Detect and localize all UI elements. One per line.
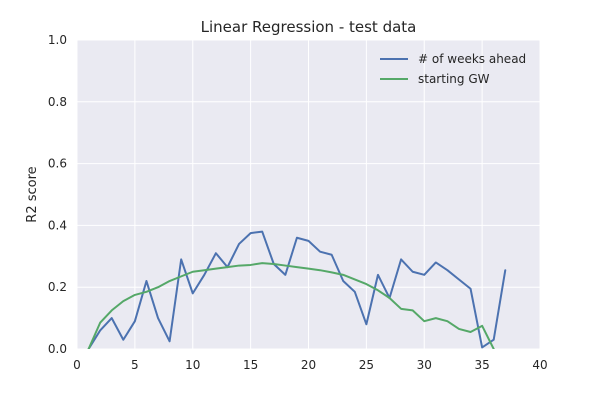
legend-label-1: # of weeks ahead: [418, 52, 526, 66]
series-layer: [87, 230, 507, 349]
x-tick-label: 15: [243, 358, 258, 372]
y-tick-label: 0.2: [48, 280, 67, 294]
y-axis-label: R2 score: [25, 166, 40, 222]
chart-title: Linear Regression - test data: [201, 18, 417, 36]
x-tick-label: 20: [301, 358, 316, 372]
y-tick-label: 1.0: [48, 33, 67, 47]
y-tick-label: 0.6: [48, 157, 67, 171]
tick-labels: 0 5 10 15 20 25 30 35 40 0.0 0.2 0.4 0.6 0.8 1.0: [48, 33, 548, 372]
x-tick-label: 40: [532, 358, 547, 372]
x-tick-label: 30: [417, 358, 432, 372]
y-tick-label: 0.4: [48, 218, 67, 232]
legend-label-2: starting GW: [418, 72, 490, 86]
x-tick-label: 25: [359, 358, 374, 372]
series-line-2: [87, 262, 495, 349]
x-tick-label: 10: [185, 358, 200, 372]
grid-lines: [76, 39, 541, 350]
x-tick-label: 0: [73, 358, 81, 372]
y-tick-label: 0.0: [48, 342, 67, 356]
y-tick-label: 0.8: [48, 95, 67, 109]
series-line-1: [87, 230, 507, 349]
legend: # of weeks ahead starting GW: [380, 52, 526, 86]
x-tick-label: 35: [474, 358, 489, 372]
x-tick-label: 5: [131, 358, 139, 372]
